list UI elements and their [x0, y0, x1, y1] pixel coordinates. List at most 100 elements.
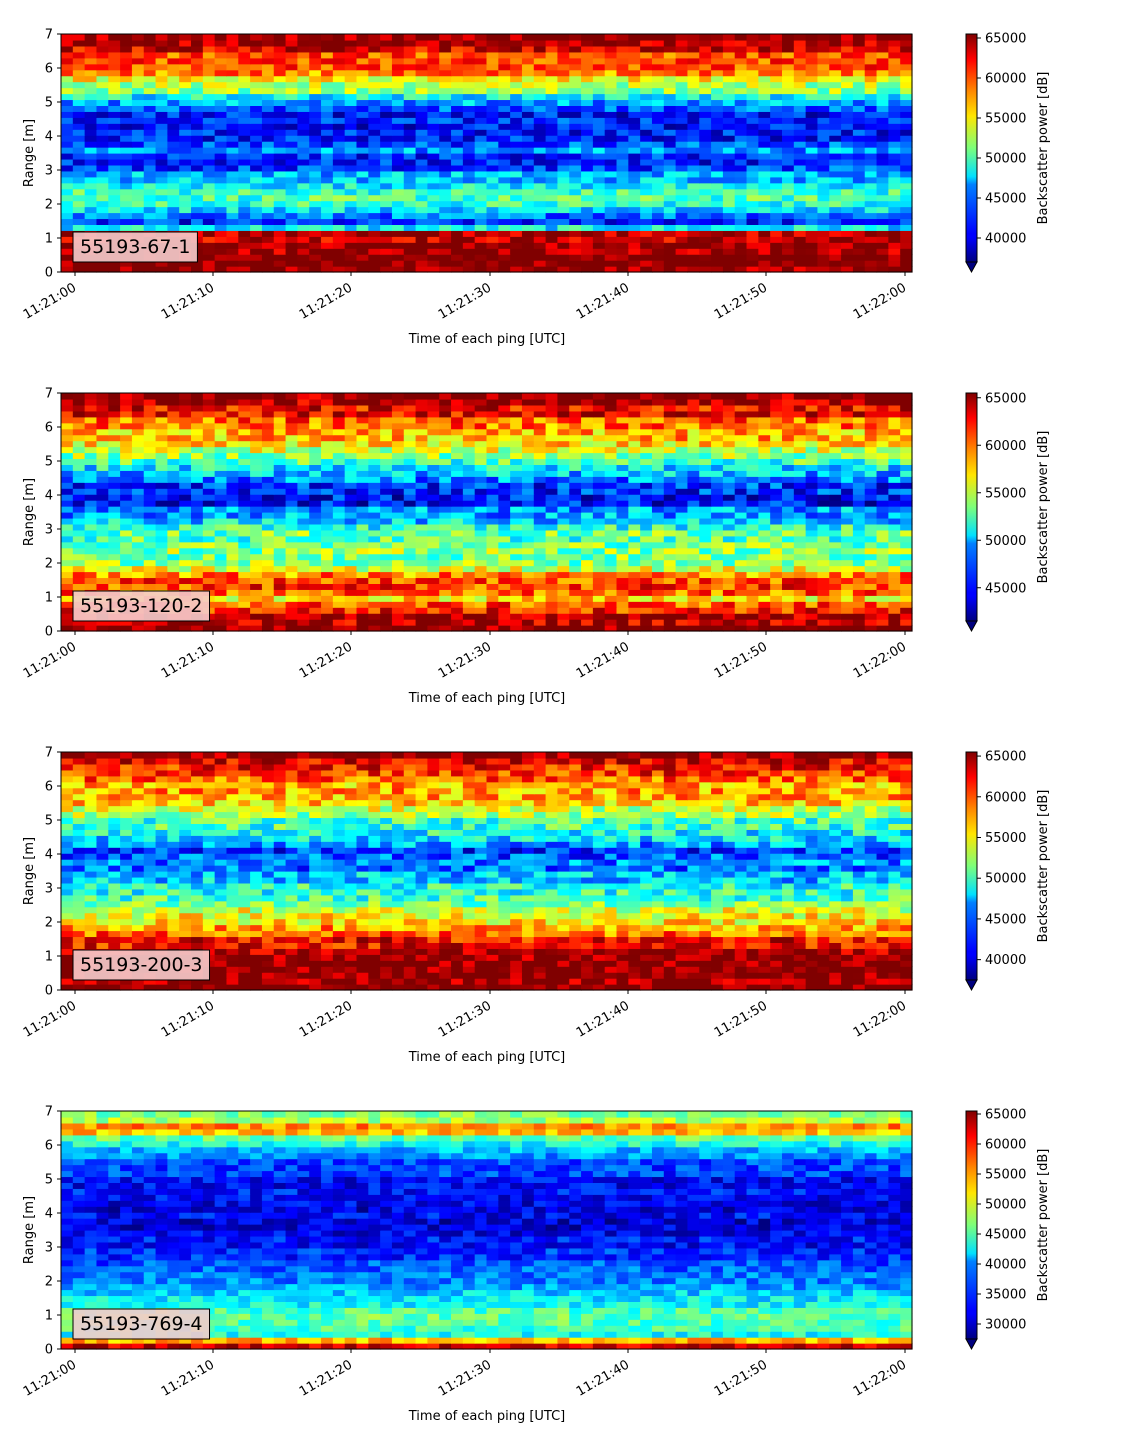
heatmap-cell	[510, 52, 522, 59]
heatmap-cell	[215, 58, 227, 65]
heatmap-cell	[817, 141, 829, 148]
heatmap-cell	[392, 242, 404, 249]
heatmap-cell	[628, 512, 640, 519]
heatmap-cell	[380, 583, 392, 590]
heatmap-cell	[286, 165, 298, 172]
heatmap-cell	[605, 183, 617, 190]
heatmap-cell	[416, 207, 428, 214]
heatmap-cell	[215, 171, 227, 178]
heatmap-cell	[333, 159, 345, 166]
heatmap-cell	[676, 554, 688, 561]
heatmap-cell	[687, 224, 699, 231]
heatmap-cell	[120, 58, 132, 65]
heatmap-cell	[510, 577, 522, 584]
heatmap-cell	[392, 183, 404, 190]
heatmap-cell	[321, 566, 333, 573]
heatmap-cell	[841, 64, 853, 71]
heatmap-cell	[132, 147, 144, 154]
heatmap-cell	[652, 64, 664, 71]
heatmap-cell	[853, 577, 865, 584]
heatmap-cell	[498, 171, 510, 178]
heatmap-cell	[108, 165, 120, 172]
heatmap-cell	[593, 224, 605, 231]
heatmap-cell	[96, 464, 108, 471]
heatmap-cell	[475, 560, 487, 567]
heatmap-cell	[534, 488, 546, 495]
heatmap-cell	[226, 171, 238, 178]
heatmap-cell	[416, 458, 428, 465]
heatmap-cell	[380, 548, 392, 555]
heatmap-cell	[877, 482, 889, 489]
heatmap-cell	[534, 589, 546, 596]
heatmap-cell	[297, 224, 309, 231]
heatmap-cell	[711, 52, 723, 59]
heatmap-cell	[652, 482, 664, 489]
heatmap-cell	[120, 530, 132, 537]
heatmap-cell	[735, 542, 747, 549]
heatmap-cell	[770, 494, 782, 501]
heatmap-cell	[404, 595, 416, 602]
heatmap-cell	[487, 236, 499, 243]
heatmap-cell	[676, 189, 688, 196]
heatmap-cell	[250, 536, 262, 543]
heatmap-cell	[652, 248, 664, 255]
heatmap-cell	[487, 207, 499, 214]
heatmap-cell	[262, 242, 274, 249]
heatmap-cell	[853, 224, 865, 231]
heatmap-cell	[392, 458, 404, 465]
heatmap-cell	[321, 76, 333, 83]
heatmap-cell	[167, 159, 179, 166]
heatmap-cell	[392, 607, 404, 614]
heatmap-cell	[380, 177, 392, 184]
heatmap-cell	[427, 583, 439, 590]
heatmap-cell	[345, 488, 357, 495]
heatmap-cell	[179, 189, 191, 196]
heatmap-cell	[794, 99, 806, 106]
heatmap-cell	[723, 613, 735, 620]
heatmap-cell	[309, 248, 321, 255]
heatmap-cell	[73, 88, 85, 95]
heatmap-cell	[132, 189, 144, 196]
heatmap-cell	[85, 530, 97, 537]
heatmap-cell	[238, 500, 250, 507]
heatmap-cell	[487, 613, 499, 620]
heatmap-cell	[250, 583, 262, 590]
heatmap-cell	[628, 218, 640, 225]
heatmap-cell	[534, 482, 546, 489]
heatmap-cell	[345, 572, 357, 579]
heatmap-cell	[605, 589, 617, 596]
heatmap-cell	[156, 88, 168, 95]
heatmap-cell	[628, 64, 640, 71]
heatmap-cell	[368, 470, 380, 477]
heatmap-cell	[475, 536, 487, 543]
heatmap-cell	[487, 224, 499, 231]
heatmap-cell	[841, 260, 853, 267]
heatmap-cell	[711, 218, 723, 225]
heatmap-cell	[203, 76, 215, 83]
heatmap-cell	[699, 248, 711, 255]
heatmap-cell	[581, 213, 593, 220]
heatmap-cell	[711, 242, 723, 249]
heatmap-cell	[546, 165, 558, 172]
heatmap-cell	[156, 566, 168, 573]
heatmap-cell	[156, 512, 168, 519]
heatmap-cell	[581, 613, 593, 620]
heatmap-cell	[557, 518, 569, 525]
heatmap-cell	[321, 177, 333, 184]
heatmap-cell	[416, 52, 428, 59]
heatmap-cell	[144, 123, 156, 130]
heatmap-cell	[156, 195, 168, 202]
heatmap-cell	[274, 506, 286, 513]
heatmap-cell	[487, 542, 499, 549]
heatmap-cell	[85, 159, 97, 166]
heatmap-cell	[85, 40, 97, 47]
heatmap-cell	[628, 236, 640, 243]
heatmap-cell	[203, 583, 215, 590]
heatmap-cell	[297, 476, 309, 483]
heatmap-cell	[581, 58, 593, 65]
heatmap-cell	[416, 99, 428, 106]
heatmap-cell	[888, 248, 900, 255]
heatmap-cell	[593, 536, 605, 543]
heatmap-cell	[321, 476, 333, 483]
heatmap-cell	[581, 111, 593, 118]
